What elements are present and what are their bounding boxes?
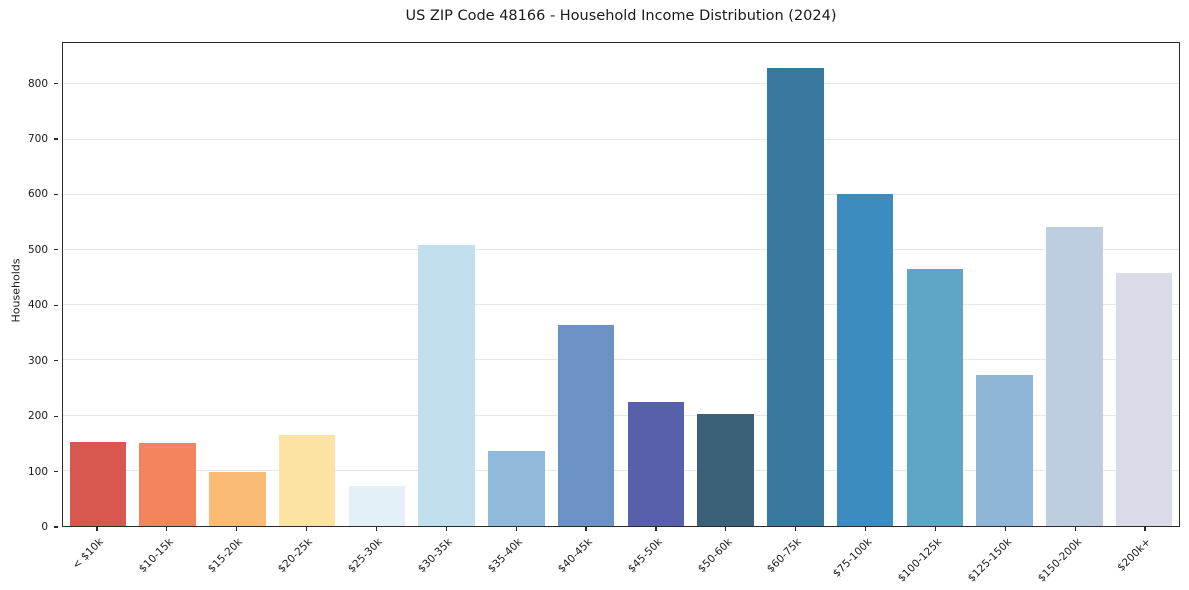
x-tick-mark xyxy=(585,527,587,531)
y-tick-mark xyxy=(54,526,58,528)
x-tick-label: $125-150k xyxy=(965,536,1014,585)
gridline xyxy=(63,138,1179,140)
bar-$40-45k xyxy=(557,324,615,526)
y-tick-label: 500 xyxy=(27,243,48,256)
x-tick-mark xyxy=(725,527,727,531)
gridline xyxy=(63,193,1179,195)
gridline xyxy=(63,469,1179,471)
x-tick-label: $25-30k xyxy=(345,536,385,576)
x-tick-mark xyxy=(1074,527,1076,531)
x-tick-label: $45-50k xyxy=(625,536,665,576)
gridline xyxy=(63,249,1179,250)
x-tick-mark xyxy=(1004,527,1006,531)
y-tick-label: 200 xyxy=(27,410,48,423)
y-tick-label: 800 xyxy=(27,77,48,90)
x-tick-label: $100-125k xyxy=(895,536,944,585)
bar-$45-50k xyxy=(627,402,685,526)
x-tick-label: $15-20k xyxy=(206,536,246,576)
x-tick-mark xyxy=(864,527,867,531)
bar-$30-35k xyxy=(418,245,475,526)
x-tick-mark xyxy=(1144,527,1146,531)
x-tick-label: < $10k xyxy=(69,536,106,572)
y-tick-label: 600 xyxy=(27,188,48,201)
bar-$10-15k xyxy=(139,443,196,526)
y-axis-ticks: 0 100 200 300 400 500 600 700 800 xyxy=(0,42,58,533)
gridline xyxy=(63,359,1179,361)
y-tick-mark xyxy=(54,82,58,85)
x-tick-mark xyxy=(934,527,937,531)
x-tick-label: $200k+ xyxy=(1115,536,1154,574)
x-tick-label: $50-60k xyxy=(695,536,735,576)
bar-$125-150k xyxy=(976,375,1033,526)
x-tick-mark xyxy=(166,527,168,531)
chart-title: US ZIP Code 48166 - Household Income Dis… xyxy=(405,8,837,24)
x-tick-mark xyxy=(655,527,657,531)
x-tick-label: $35-40k xyxy=(485,536,525,576)
bar-$60-75k xyxy=(767,67,824,526)
bar-< $10k xyxy=(69,441,127,526)
x-axis-ticks: < $10k $10-15k $15-20k $20-25k $25-30k $30-35… xyxy=(62,527,1180,587)
y-tick-mark xyxy=(54,304,58,306)
x-tick-mark xyxy=(375,527,378,531)
y-tick-mark xyxy=(54,360,58,362)
y-tick-label: 300 xyxy=(27,354,48,367)
bar-$15-20k xyxy=(209,472,266,526)
bar-$20-25k xyxy=(278,435,336,526)
bar-$100-125k xyxy=(906,269,964,526)
bar-$25-30k xyxy=(348,485,406,526)
x-tick-mark xyxy=(515,527,517,531)
x-tick-mark xyxy=(305,527,308,531)
x-tick-label: $150-200k xyxy=(1035,536,1084,585)
bar-$150-200k xyxy=(1046,227,1103,526)
x-tick-mark xyxy=(445,527,447,531)
x-tick-label: $75-100k xyxy=(830,536,875,580)
bar-$200k+ xyxy=(1115,273,1173,526)
y-tick-mark xyxy=(54,193,58,196)
y-tick-label: 0 xyxy=(41,521,48,533)
gridline xyxy=(63,304,1179,306)
y-tick-mark xyxy=(54,470,58,473)
y-tick-mark xyxy=(54,249,58,251)
y-tick-label: 400 xyxy=(27,299,48,312)
y-tick-mark xyxy=(54,138,58,140)
x-tick-mark xyxy=(236,527,238,531)
bar-$50-60k xyxy=(697,413,754,526)
bar-$75-100k xyxy=(836,193,894,526)
x-tick-label: $60-75k xyxy=(765,536,805,576)
plot-area xyxy=(62,42,1180,527)
x-tick-label: $40-45k xyxy=(555,536,595,576)
gridline xyxy=(63,83,1179,85)
x-tick-label: $30-35k xyxy=(415,536,455,576)
bar-$35-40k xyxy=(488,451,545,526)
x-tick-mark xyxy=(795,527,797,531)
y-tick-mark xyxy=(54,415,58,417)
x-tick-label: $10-15k xyxy=(136,536,176,576)
y-tick-label: 100 xyxy=(27,465,48,478)
x-tick-label: $20-25k xyxy=(275,536,316,576)
gridline xyxy=(63,414,1179,416)
x-tick-mark xyxy=(96,527,98,531)
y-tick-label: 700 xyxy=(27,133,48,145)
